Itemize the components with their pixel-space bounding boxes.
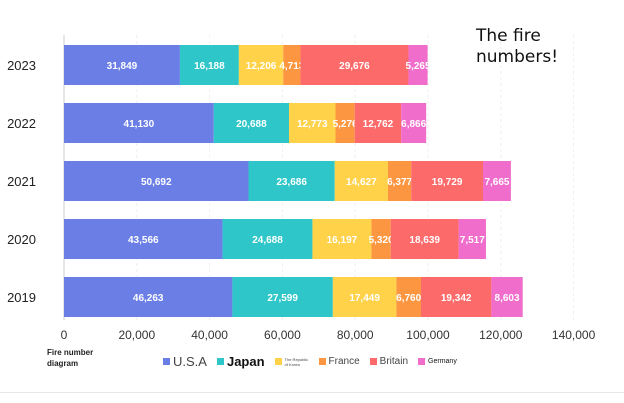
x-tick-label: 100,000 [406,328,450,342]
data-label: 23,686 [276,177,307,188]
legend-item-korea[interactable]: The Republic of Korea [274,356,309,367]
bar-segment[interactable] [248,161,335,201]
bar-segment[interactable] [64,161,249,201]
data-label: 16,188 [194,61,225,72]
bar-segment[interactable] [411,161,484,201]
bar-segment[interactable] [390,219,459,259]
data-label: 6,760 [396,293,421,304]
data-label: 18,639 [409,235,440,246]
legend-swatch [318,358,326,365]
data-label: 7,665 [484,177,509,188]
data-label: 27,599 [267,293,298,304]
bar-segment[interactable] [64,277,233,317]
legend-swatch [369,358,377,365]
data-label: 5,265 [406,61,431,72]
legend-swatch [216,358,224,365]
bar-segment[interactable] [289,103,336,143]
x-tick-label: 0 [61,328,68,342]
y-tick-label: 2021 [7,174,36,189]
bar-segment[interactable] [213,103,290,143]
x-tick-label: 20,000 [118,328,155,342]
data-label: 19,729 [432,177,463,188]
legend-label: France [328,356,360,367]
data-label: 20,688 [236,119,267,130]
bar-segment[interactable] [335,103,355,143]
data-label: 12,773 [297,119,328,130]
legend-item-britain[interactable]: Britain [369,356,409,367]
data-label: 41,130 [124,119,155,130]
data-label: 12,762 [363,119,394,130]
bar-segment[interactable] [232,277,333,317]
bar-segment[interactable] [64,45,180,85]
legend-label: Japan [226,354,265,369]
data-label: 14,627 [346,177,377,188]
legend: U.S.A Japan The Republic of Korea France… [163,354,457,369]
bar-segment[interactable] [483,161,511,201]
bar-segment[interactable] [396,277,421,317]
bar-segment[interactable] [491,277,523,317]
y-tick-label: 2020 [7,232,36,247]
data-label: 24,688 [252,235,283,246]
legend-label: The Republic of Korea [284,356,309,367]
data-label: 6,377 [387,177,412,188]
bar-segment[interactable] [312,219,372,259]
bar-segment[interactable] [238,45,284,85]
data-label: 12,206 [246,61,277,72]
bar-segment[interactable] [332,277,397,317]
y-tick-label: 2023 [7,58,36,73]
bar-segment[interactable] [179,45,239,85]
data-label: 17,449 [349,293,380,304]
data-label: 7,517 [460,235,485,246]
legend-item-japan[interactable]: Japan [216,354,265,369]
bar-segment[interactable] [300,45,409,85]
data-label: 29,676 [339,61,370,72]
legend-item-germany[interactable]: Germany [418,358,457,365]
y-tick-label: 2019 [7,290,36,305]
x-tick-label: 140,000 [552,328,596,342]
data-label: 16,197 [327,235,358,246]
bar-segment[interactable] [387,161,412,201]
bar-segment[interactable] [354,103,402,143]
chart-title: The fire numbers! [476,26,559,67]
x-axis-label: Fire number diagram [47,348,94,368]
data-label: 5,320 [369,235,394,246]
divider [0,392,624,393]
data-label: 4,713 [279,61,304,72]
legend-label: U.S.A [173,354,207,369]
bar-segment[interactable] [458,219,486,259]
x-tick-label: 40,000 [191,328,228,342]
legend-swatch [274,358,282,365]
data-label: 46,263 [133,293,164,304]
bar-segment[interactable] [371,219,391,259]
x-tick-label: 60,000 [264,328,301,342]
data-label: 50,692 [141,177,172,188]
legend-swatch [418,358,426,365]
bar-segment[interactable] [222,219,313,259]
legend-item-usa[interactable]: U.S.A [163,354,207,369]
data-label: 6,866 [401,119,426,130]
legend-item-france[interactable]: France [318,356,360,367]
data-label: 43,566 [128,235,159,246]
data-label: 19,342 [441,293,472,304]
x-tick-label: 120,000 [479,328,523,342]
bar-segment[interactable] [64,103,214,143]
legend-swatch [163,358,170,365]
data-label: 31,849 [107,61,138,72]
bar-segment[interactable] [408,45,428,85]
bar-segment[interactable] [401,103,427,143]
bar-segment[interactable] [64,219,223,259]
x-tick-label: 80,000 [337,328,374,342]
bar-segment[interactable] [283,45,301,85]
legend-label: Germany [428,358,457,365]
bar-segment[interactable] [334,161,388,201]
bar-segment[interactable] [420,277,492,317]
legend-label: Britain [379,356,409,367]
y-tick-label: 2022 [7,116,36,131]
data-label: 5,276 [333,119,358,130]
data-label: 8,603 [495,293,520,304]
